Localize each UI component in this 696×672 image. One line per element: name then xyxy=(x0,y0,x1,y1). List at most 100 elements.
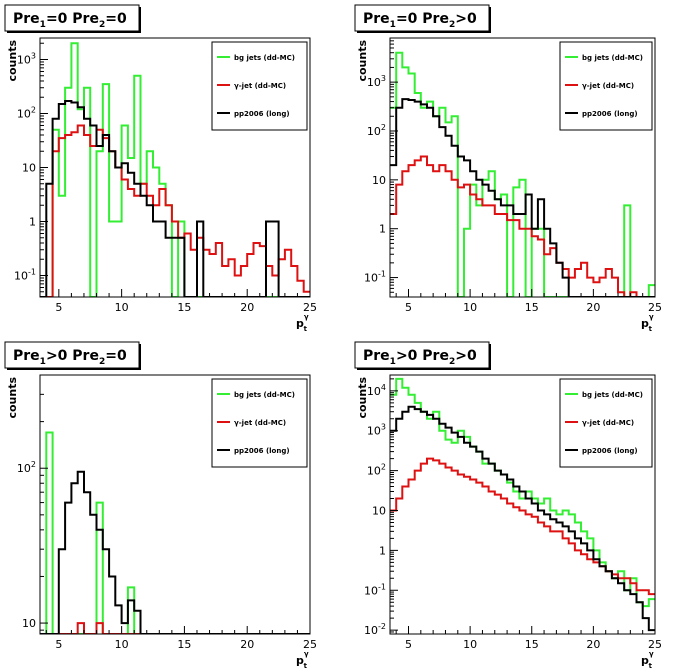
x-tick-label: 5 xyxy=(55,638,62,651)
y-tick-base: 10 xyxy=(22,162,36,175)
y-tick-label: 10 xyxy=(372,174,386,187)
y-tick-label: 10 xyxy=(22,162,36,175)
y-tick-exponent: 2 xyxy=(31,105,36,114)
x-axis-label-base: p xyxy=(641,317,649,330)
x-tick-label: 5 xyxy=(405,301,412,314)
legend-label-1: bg jets (dd-MC) xyxy=(582,54,643,62)
title-text: Pre xyxy=(363,348,390,364)
x-tick-label: 25 xyxy=(648,638,662,651)
x-axis-label-sup: γ xyxy=(304,650,309,658)
series-group xyxy=(40,431,310,634)
panel-2: Pre1=0 Pre2>05 10 15 20 2510-1110102103count… xyxy=(354,4,662,333)
x-tick-label: 5 xyxy=(405,638,412,651)
series-line-2 xyxy=(390,155,655,297)
x-axis-label-base: p xyxy=(296,654,304,667)
y-axis-label: counts xyxy=(356,40,369,82)
title-subscript: 2 xyxy=(99,357,105,367)
x-axis-label: pγ t xyxy=(296,650,309,670)
x-tick-label: 20 xyxy=(586,638,600,651)
series-line-3 xyxy=(390,405,655,632)
x-tick-label: 10 xyxy=(115,638,129,651)
series-group xyxy=(390,377,655,632)
legend-label-1: bg jets (dd-MC) xyxy=(234,391,295,399)
y-tick-label: 102 xyxy=(367,463,386,478)
x-axis-label-sup: γ xyxy=(649,313,654,321)
title-text: Pre xyxy=(13,348,40,364)
legend-label-3: pp2006 (long) xyxy=(582,110,638,118)
title-text: Pre xyxy=(13,11,40,27)
y-tick-base: 10 xyxy=(367,465,381,478)
title-subscript: 1 xyxy=(390,20,396,30)
x-axis-label-sup: γ xyxy=(304,313,309,321)
title-text: =0 xyxy=(105,348,127,364)
x-axis-label-sub: t xyxy=(649,662,653,670)
legend-label-1: bg jets (dd-MC) xyxy=(582,391,643,399)
series-group xyxy=(390,51,655,297)
y-tick-exponent: 3 xyxy=(381,423,386,432)
series-line-2 xyxy=(390,457,655,596)
title-subscript: 1 xyxy=(390,357,396,367)
y-tick-label: 102 xyxy=(367,123,386,138)
y-tick-base: 10 xyxy=(17,462,31,475)
plot-frame xyxy=(389,374,656,635)
y-tick-exponent: -1 xyxy=(28,268,36,277)
legend-label-2: γ-jet (dd-MC) xyxy=(582,82,634,90)
x-tick-label: 25 xyxy=(303,301,317,314)
title-subscript: 2 xyxy=(99,20,105,30)
plot-frame xyxy=(389,37,656,298)
y-tick-base: 1 xyxy=(29,216,36,229)
y-tick-base: 10 xyxy=(367,425,381,438)
panel-1: Pre1=0 Pre2=05 10 15 20 2510-1110102103count… xyxy=(4,4,317,333)
y-tick-label: 10-1 xyxy=(364,582,386,597)
plot-frame xyxy=(39,374,311,635)
series-line-2 xyxy=(40,622,310,634)
series-line-1 xyxy=(40,42,310,297)
y-tick-exponent: 2 xyxy=(381,463,386,472)
x-tick-label: 25 xyxy=(648,301,662,314)
y-tick-label: 10-1 xyxy=(14,268,36,283)
x-tick-label: 20 xyxy=(240,301,254,314)
y-tick-base: 10 xyxy=(22,617,36,630)
y-tick-label: 103 xyxy=(367,74,386,89)
x-tick-label: 15 xyxy=(525,638,539,651)
y-tick-base: 1 xyxy=(379,544,386,557)
x-tick-label: 15 xyxy=(177,638,191,651)
y-tick-base: 10 xyxy=(372,174,386,187)
y-tick-label: 1 xyxy=(379,544,386,557)
legend: bg jets (dd-MC) γ-jet (dd-MC) pp2006 (long… xyxy=(211,41,308,131)
panel-title: Pre1=0 Pre2=0 xyxy=(13,11,127,30)
title-text: =0 xyxy=(105,11,127,27)
y-tick-exponent: -1 xyxy=(378,270,386,279)
legend-label-3: pp2006 (long) xyxy=(234,110,290,118)
y-tick-base: 10 xyxy=(364,624,378,637)
title-text: =0 Pre xyxy=(46,11,99,27)
y-tick-exponent: 2 xyxy=(31,460,36,469)
title-text: >0 xyxy=(455,348,477,364)
y-tick-base: 1 xyxy=(379,223,386,236)
title-subscript: 2 xyxy=(449,357,455,367)
title-subscript: 2 xyxy=(449,20,455,30)
series-line-3 xyxy=(40,100,310,297)
legend-label-2: γ-jet (dd-MC) xyxy=(234,419,286,427)
title-box xyxy=(354,341,490,369)
panel-title: Pre1>0 Pre2=0 xyxy=(13,348,127,367)
x-axis-label: pγ t xyxy=(641,650,654,670)
x-axis-label-base: p xyxy=(641,654,649,667)
y-tick-label: 10-2 xyxy=(364,622,386,637)
title-text: >0 Pre xyxy=(46,348,99,364)
y-tick-label: 103 xyxy=(17,51,36,66)
panel-title: Pre1>0 Pre2>0 xyxy=(363,348,477,367)
y-tick-label: 1 xyxy=(379,223,386,236)
title-text: >0 Pre xyxy=(396,348,449,364)
title-box xyxy=(4,341,140,369)
y-tick-exponent: -1 xyxy=(378,582,386,591)
y-tick-base: 10 xyxy=(364,272,378,285)
y-tick-label: 102 xyxy=(17,460,36,475)
y-tick-exponent: 3 xyxy=(31,51,36,60)
x-tick-label: 10 xyxy=(463,301,477,314)
y-tick-base: 10 xyxy=(364,584,378,597)
x-axis-label-sub: t xyxy=(304,662,308,670)
y-axis-label: counts xyxy=(356,377,369,419)
